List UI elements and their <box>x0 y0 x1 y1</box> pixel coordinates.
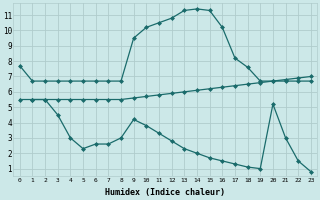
X-axis label: Humidex (Indice chaleur): Humidex (Indice chaleur) <box>105 188 225 197</box>
